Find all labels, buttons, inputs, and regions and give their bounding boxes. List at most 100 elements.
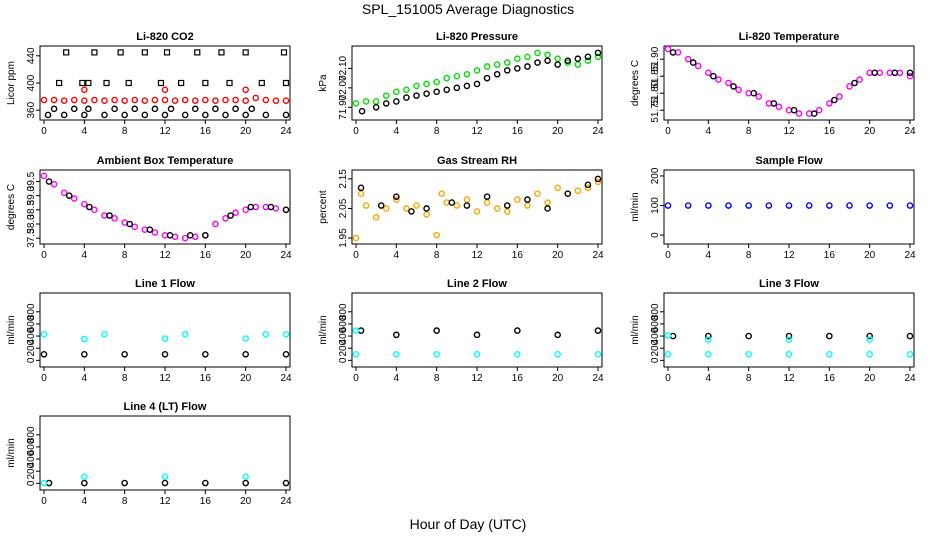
data-point	[86, 203, 93, 211]
x-tick-label: 24	[280, 373, 292, 384]
x-tick-label: 4	[82, 250, 88, 261]
x-tick-label: 20	[240, 250, 252, 261]
data-point	[534, 59, 541, 66]
y-tick-label: 200	[26, 339, 37, 356]
data-point	[117, 49, 124, 56]
x-tick-label: 20	[864, 373, 876, 384]
data-point	[161, 335, 169, 342]
x-tick-label: 12	[159, 126, 171, 137]
plot-title: Line 1 Flow	[135, 278, 195, 290]
data-point	[664, 332, 672, 339]
data-point	[483, 63, 491, 70]
data-point	[151, 96, 159, 104]
data-point	[775, 103, 783, 111]
data-point	[60, 189, 68, 197]
data-point	[191, 105, 199, 113]
x-tick-label: 12	[783, 250, 795, 261]
x-tick-label: 20	[552, 126, 564, 137]
y-tick-label: 600	[26, 315, 37, 332]
data-point	[705, 202, 712, 209]
data-point	[514, 327, 521, 334]
y-tick-label: 400	[338, 327, 349, 344]
x-tick-label: 0	[41, 126, 47, 137]
data-point	[258, 79, 265, 87]
x-tick-label: 8	[746, 373, 752, 384]
data-point	[584, 53, 592, 61]
data-point	[544, 51, 551, 59]
data-point	[826, 100, 833, 107]
data-point	[851, 79, 858, 87]
y-tick-label: 800	[650, 303, 661, 320]
data-point	[352, 100, 360, 107]
data-point	[785, 350, 793, 358]
x-tick-label: 16	[200, 126, 212, 137]
x-tick-label: 12	[783, 126, 795, 137]
data-point	[248, 105, 256, 113]
data-point	[710, 72, 717, 80]
plot-title: Ambient Box Temperature	[97, 155, 234, 167]
data-point	[79, 79, 86, 87]
data-point	[81, 200, 88, 208]
data-point	[750, 89, 758, 97]
data-point	[524, 196, 531, 203]
data-point	[352, 234, 360, 242]
x-tick-label: 20	[240, 496, 252, 507]
data-point	[242, 473, 249, 480]
data-point	[594, 53, 602, 61]
x-tick-label: 20	[864, 250, 876, 261]
data-point	[222, 96, 229, 104]
data-point	[423, 80, 430, 88]
data-point	[715, 76, 722, 83]
x-tick-label: 12	[159, 250, 171, 261]
data-point	[906, 350, 914, 358]
x-tick-label: 8	[746, 126, 752, 137]
data-point	[40, 330, 48, 338]
data-point	[60, 111, 68, 119]
y-tick-label: 400	[26, 450, 37, 467]
data-point	[202, 232, 209, 239]
data-point	[554, 184, 561, 192]
data-point	[433, 78, 440, 86]
data-point	[111, 105, 118, 113]
data-point	[584, 184, 592, 192]
data-point	[524, 53, 531, 61]
data-point	[85, 79, 92, 87]
data-point	[181, 96, 189, 104]
data-point	[514, 196, 521, 203]
x-tick-label: 0	[665, 126, 671, 137]
data-point	[408, 208, 415, 215]
data-point	[554, 350, 561, 358]
data-point	[544, 57, 551, 64]
data-point	[443, 74, 451, 82]
data-point	[514, 55, 521, 63]
y-tick-label: 400	[650, 327, 661, 344]
panel-co2: Li-820 CO2 0 4 8 12 16 20 24 360 400 440 Licor ppm	[6, 31, 292, 137]
x-tick-label: 12	[159, 496, 171, 507]
data-point	[242, 86, 249, 94]
y-axis-label: percent	[318, 190, 329, 224]
data-point	[524, 202, 531, 209]
data-point	[544, 199, 551, 206]
data-point	[669, 49, 677, 56]
data-point	[40, 479, 48, 487]
data-point	[866, 336, 873, 344]
data-point	[63, 49, 70, 56]
data-point	[554, 61, 561, 68]
data-point	[357, 190, 365, 197]
y-axis-label: ml/min	[6, 315, 17, 344]
y-tick-label: 200	[650, 167, 661, 184]
data-point	[282, 330, 290, 338]
data-point	[745, 202, 752, 209]
data-point	[362, 202, 370, 209]
data-point	[403, 94, 410, 101]
y-tick-label: 360	[26, 101, 37, 118]
data-point	[730, 83, 737, 90]
data-point	[785, 332, 793, 340]
data-point	[448, 199, 456, 206]
data-point	[91, 49, 98, 56]
plot-title: Gas Stream RH	[437, 155, 517, 167]
data-point	[157, 79, 165, 87]
data-point	[377, 202, 385, 209]
x-tick-label: 0	[665, 250, 671, 261]
